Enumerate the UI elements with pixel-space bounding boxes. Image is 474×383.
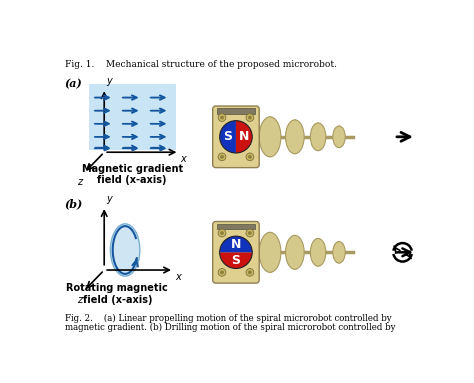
Wedge shape — [219, 252, 252, 268]
Text: Rotating magnetic
field (x-axis): Rotating magnetic field (x-axis) — [66, 283, 168, 305]
Ellipse shape — [264, 117, 276, 157]
Circle shape — [218, 153, 226, 161]
Text: z: z — [77, 295, 82, 304]
Text: S: S — [223, 130, 232, 143]
Ellipse shape — [333, 242, 345, 263]
Circle shape — [248, 231, 252, 235]
Ellipse shape — [259, 232, 281, 272]
Text: Fig. 2.    (a) Linear propelling motion of the spiral microrobot controlled by: Fig. 2. (a) Linear propelling motion of … — [64, 314, 392, 323]
Text: z: z — [77, 177, 82, 187]
Circle shape — [246, 229, 254, 237]
Wedge shape — [219, 236, 252, 252]
Circle shape — [220, 116, 224, 119]
Ellipse shape — [259, 117, 281, 157]
Circle shape — [218, 229, 226, 237]
Circle shape — [248, 270, 252, 274]
Text: Magnetic gradient
field (x-axis): Magnetic gradient field (x-axis) — [82, 164, 182, 185]
Text: Fig. 1.    Mechanical structure of the proposed microrobot.: Fig. 1. Mechanical structure of the prop… — [64, 60, 337, 69]
Circle shape — [220, 155, 224, 159]
Text: N: N — [239, 130, 249, 143]
Ellipse shape — [264, 232, 276, 272]
Ellipse shape — [313, 239, 323, 266]
Circle shape — [218, 268, 226, 276]
Text: (b): (b) — [64, 198, 83, 210]
FancyBboxPatch shape — [213, 106, 259, 168]
Circle shape — [220, 231, 224, 235]
Text: x: x — [175, 272, 181, 282]
Ellipse shape — [289, 120, 301, 154]
Text: y: y — [106, 194, 111, 204]
Text: magnetic gradient. (b) Drilling motion of the spiral microrobot controlled by: magnetic gradient. (b) Drilling motion o… — [64, 322, 395, 332]
Ellipse shape — [335, 242, 343, 263]
Text: x: x — [180, 154, 186, 164]
Text: N: N — [231, 238, 241, 251]
FancyBboxPatch shape — [213, 221, 259, 283]
Bar — [217, 108, 255, 114]
Ellipse shape — [110, 224, 140, 276]
Ellipse shape — [313, 123, 323, 151]
Ellipse shape — [289, 236, 301, 269]
Wedge shape — [236, 121, 252, 153]
Circle shape — [246, 153, 254, 161]
Text: S: S — [231, 254, 240, 267]
Circle shape — [248, 116, 252, 119]
Circle shape — [246, 114, 254, 121]
Circle shape — [218, 114, 226, 121]
Ellipse shape — [310, 239, 326, 266]
Text: (a): (a) — [64, 78, 82, 89]
Ellipse shape — [285, 120, 304, 154]
Text: y: y — [106, 76, 111, 86]
Ellipse shape — [335, 126, 343, 147]
Wedge shape — [219, 121, 236, 153]
Ellipse shape — [310, 123, 326, 151]
Ellipse shape — [333, 126, 345, 147]
Ellipse shape — [285, 236, 304, 269]
Circle shape — [220, 270, 224, 274]
Bar — [89, 85, 175, 150]
Circle shape — [248, 155, 252, 159]
Circle shape — [246, 268, 254, 276]
Bar — [217, 224, 255, 229]
